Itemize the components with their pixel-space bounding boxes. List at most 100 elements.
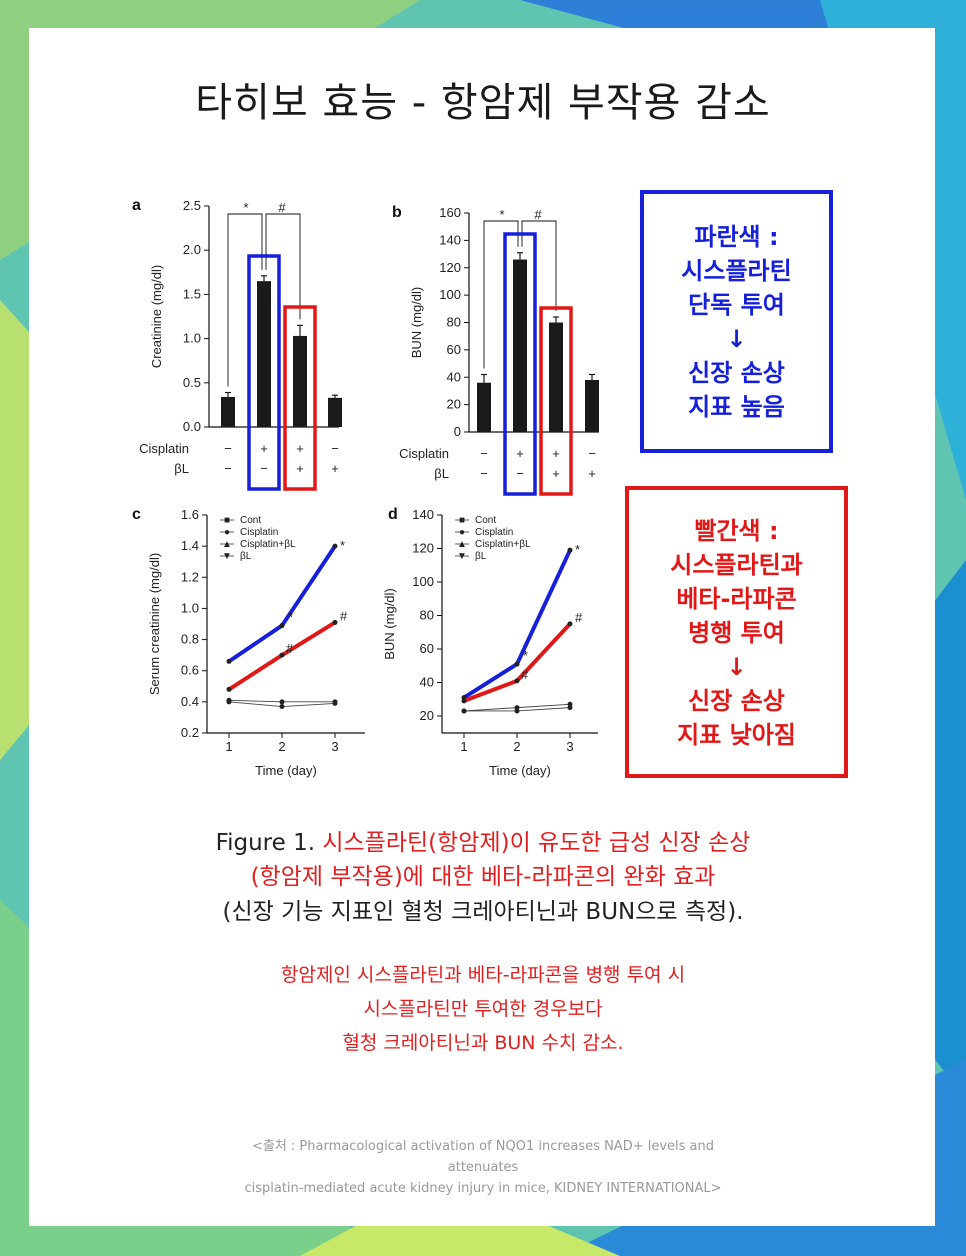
source-line: attenuates bbox=[447, 1160, 519, 1175]
annotation-mark: * bbox=[523, 648, 528, 663]
bl-sign: − bbox=[480, 466, 488, 481]
legend-label: Cont bbox=[475, 515, 496, 526]
bl-sign: + bbox=[552, 466, 560, 481]
legend-label: Cisplatin bbox=[475, 527, 513, 538]
blue-note-line: 파란색 : bbox=[694, 223, 779, 251]
legend-label: βL bbox=[240, 551, 252, 562]
x-axis-label: Time (day) bbox=[255, 763, 317, 778]
annotation-mark: # bbox=[340, 608, 348, 623]
y-tick-label: 20 bbox=[420, 708, 434, 723]
x-tick-label: 2 bbox=[513, 739, 520, 754]
figure-caption-line3: (신장 기능 지표인 혈청 크레아티닌과 BUN으로 측정). bbox=[222, 899, 744, 925]
data-point bbox=[461, 708, 467, 714]
cisplatin-sign: − bbox=[331, 441, 339, 456]
data-point bbox=[332, 619, 338, 625]
y-tick-label: 2.5 bbox=[183, 198, 201, 213]
y-tick-label: 40 bbox=[447, 369, 461, 384]
y-tick-label: 1.4 bbox=[181, 538, 199, 553]
y-tick-label: 120 bbox=[439, 260, 461, 275]
bl-sign: − bbox=[224, 461, 232, 476]
legend-label: Cisplatin+βL bbox=[475, 539, 531, 550]
bar bbox=[513, 259, 527, 432]
y-axis-label: BUN (mg/dl) bbox=[382, 588, 397, 660]
data-point bbox=[332, 699, 338, 705]
blue-legend-note: 파란색 : 시스플라틴 단독 투여 ↓ 신장 손상 지표 높음 bbox=[640, 190, 833, 453]
y-tick-label: 80 bbox=[447, 315, 461, 330]
row-label-cisplatin: Cisplatin bbox=[399, 446, 449, 461]
y-tick-label: 0.0 bbox=[183, 419, 201, 434]
panel-letter: a bbox=[132, 197, 141, 214]
cisplatin-sign: − bbox=[224, 441, 232, 456]
chart-a-creatinine-bar: a 0.0 0.5 1.0 1.5 2.0 2.5 Creatinine (mg/dl) * # C… bbox=[132, 197, 342, 491]
panel-letter: b bbox=[392, 204, 402, 221]
blue-note-line: 시스플라틴 bbox=[681, 257, 792, 285]
row-label-bl: βL bbox=[174, 461, 189, 476]
blue-note-arrow: ↓ bbox=[726, 325, 747, 353]
legend-label: βL bbox=[475, 551, 487, 562]
blue-note-line: 단독 투여 bbox=[688, 291, 785, 319]
x-tick-label: 1 bbox=[460, 739, 467, 754]
cisplatin-sign: + bbox=[516, 446, 524, 461]
red-legend-note: 빨간색 : 시스플라틴과 베타-라파콘 병행 투여 ↓ 신장 손상 지표 낮아짐 bbox=[625, 486, 848, 778]
y-tick-label: 1.0 bbox=[181, 600, 199, 615]
annotation-mark: * bbox=[575, 542, 580, 557]
y-tick-label: 0.5 bbox=[183, 375, 201, 390]
bar bbox=[328, 397, 342, 427]
chart-b-bun-bar: b 0 20 40 60 80 100 120 140 160 BUN (mg/dl) * # Cispl… bbox=[392, 204, 599, 496]
bl-sign: − bbox=[260, 461, 268, 476]
bl-sign: + bbox=[331, 461, 339, 476]
legend-marker: ▼ bbox=[222, 551, 232, 562]
bar bbox=[293, 335, 307, 427]
row-label-bl: βL bbox=[434, 466, 449, 481]
data-point bbox=[279, 623, 285, 629]
cisplatin-sign: − bbox=[588, 446, 596, 461]
chart-a-plot: a 0.0 0.5 1.0 1.5 2.0 2.5 Creatinine (mg/dl) * # C… bbox=[132, 197, 342, 491]
red-note-line: 빨간색 : bbox=[694, 517, 779, 545]
chart-d-plot: d 20 40 60 80 100 120 140 1 2 3 Time (day) BUN (mg/d… bbox=[382, 506, 598, 778]
annotation-mark: * bbox=[288, 610, 293, 625]
row-label-cisplatin: Cisplatin bbox=[139, 441, 189, 456]
red-note-arrow: ↓ bbox=[726, 653, 747, 681]
chart-d-bun-line: d 20 40 60 80 100 120 140 1 2 3 Time (day) BUN (mg/d… bbox=[382, 506, 598, 778]
red-note-line: 병행 투여 bbox=[688, 619, 785, 647]
summary-line: 항암제인 시스플라틴과 베타-라파콘을 병행 투여 시 bbox=[280, 964, 686, 986]
y-tick-label: 60 bbox=[447, 342, 461, 357]
legend-marker: ▲ bbox=[222, 539, 232, 550]
bar bbox=[221, 396, 235, 427]
y-tick-label: 1.6 bbox=[181, 507, 199, 522]
chart-b-plot: b 0 20 40 60 80 100 120 140 160 BUN (mg/dl) * # Cispl… bbox=[392, 204, 599, 496]
y-tick-label: 0 bbox=[454, 424, 461, 439]
series-line-blue bbox=[462, 548, 572, 700]
y-tick-label: 60 bbox=[420, 641, 434, 656]
y-axis-label: Serum creatinine (mg/dl) bbox=[147, 553, 162, 695]
bar bbox=[549, 322, 563, 432]
bl-sign: + bbox=[296, 461, 304, 476]
significance-bracket bbox=[265, 213, 301, 320]
bl-sign: − bbox=[516, 466, 524, 481]
red-note-line: 지표 낮아짐 bbox=[677, 721, 796, 749]
annotation-mark: # bbox=[286, 641, 294, 656]
annotation-mark: * bbox=[340, 538, 345, 553]
panel-letter: c bbox=[132, 506, 141, 523]
blue-note-line: 지표 높음 bbox=[688, 393, 785, 421]
data-point bbox=[567, 621, 573, 627]
caption-red-text: 시스플라틴(항암제)이 유도한 급성 신장 손상 bbox=[322, 830, 751, 856]
significance-mark: # bbox=[534, 207, 542, 222]
highlight-box-red bbox=[539, 306, 573, 496]
y-tick-label: 120 bbox=[412, 541, 434, 556]
annotation-mark: # bbox=[575, 610, 583, 625]
data-point bbox=[279, 699, 285, 705]
y-tick-label: 40 bbox=[420, 675, 434, 690]
panel-letter: d bbox=[388, 506, 398, 523]
legend-marker: ▼ bbox=[457, 551, 467, 562]
figure-caption-line2: (항암제 부작용)에 대한 베타-라파콘의 완화 효과 bbox=[250, 864, 716, 890]
y-tick-label: 160 bbox=[439, 205, 461, 220]
source-line: <출처 : Pharmacological activation of NQO1… bbox=[251, 1139, 715, 1154]
bl-sign: + bbox=[588, 466, 596, 481]
data-point bbox=[514, 678, 520, 684]
x-tick-label: 3 bbox=[331, 739, 338, 754]
caption-prefix: Figure 1. bbox=[215, 830, 316, 856]
cisplatin-sign: + bbox=[296, 441, 304, 456]
y-tick-label: 1.0 bbox=[183, 331, 201, 346]
y-tick-label: 0.4 bbox=[181, 694, 199, 709]
